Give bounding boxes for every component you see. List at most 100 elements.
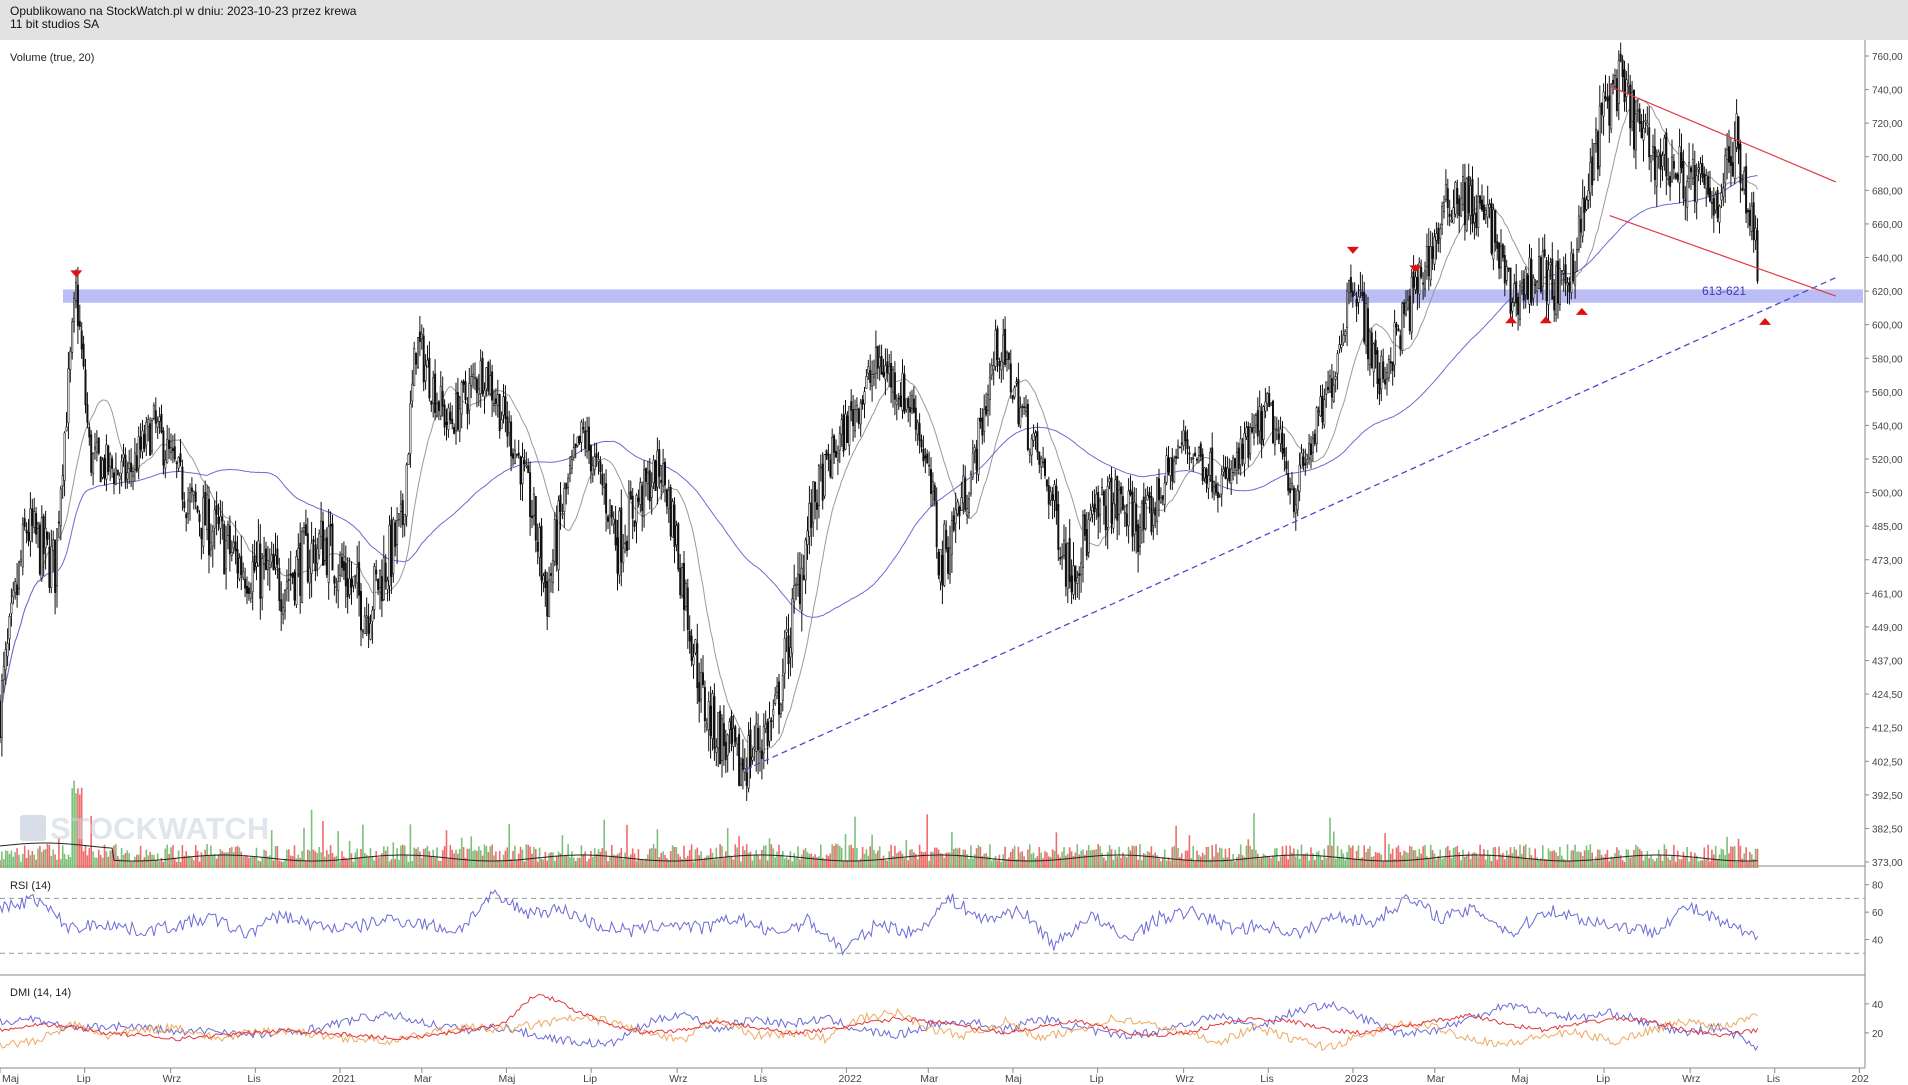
volume-bar — [141, 859, 144, 868]
volume-bar — [82, 851, 85, 868]
price-candle — [1078, 566, 1081, 600]
volume-bar — [738, 836, 740, 868]
candle-body — [1614, 75, 1617, 88]
candle-body — [910, 395, 913, 409]
candle-body — [1097, 492, 1100, 518]
volume-bar — [1277, 861, 1280, 868]
price-candle — [1144, 488, 1147, 531]
volume-bar — [221, 851, 224, 868]
time-tick-label: Lis — [754, 1073, 767, 1085]
volume-bar — [413, 847, 415, 868]
candle-body — [1384, 379, 1387, 385]
volume-bar — [1300, 844, 1303, 868]
candle-body — [1074, 565, 1077, 582]
price-candle — [1272, 399, 1275, 444]
price-candle — [88, 422, 91, 446]
volume-bar — [495, 851, 497, 868]
candle-body — [1289, 488, 1292, 494]
candle-body — [154, 410, 157, 424]
price-candle — [1171, 447, 1174, 491]
candle-body — [422, 335, 425, 383]
price-candle — [692, 643, 695, 679]
candle-body — [268, 564, 271, 568]
volume-bar — [1410, 846, 1413, 868]
candle-body — [662, 463, 665, 487]
candle-body — [456, 392, 459, 430]
price-candle — [926, 449, 929, 465]
volume-bar — [52, 849, 54, 868]
price-candle — [986, 384, 989, 427]
candle-body — [1697, 167, 1700, 170]
candle-body — [1703, 173, 1706, 185]
price-candle — [1473, 196, 1476, 240]
volume-bar — [166, 844, 168, 868]
volume-bar — [491, 844, 493, 868]
price-candle — [593, 442, 596, 476]
price-tick-label: 402,50 — [1872, 757, 1903, 768]
candle-body — [1338, 344, 1341, 350]
price-candle — [513, 439, 516, 465]
sma-slow-line — [0, 175, 1758, 738]
price-candle — [1450, 209, 1453, 223]
price-candle — [1397, 324, 1400, 332]
price-candle — [606, 514, 609, 529]
price-candle — [1327, 370, 1330, 394]
price-candle — [367, 603, 370, 649]
volume-bar — [322, 820, 324, 868]
price-candle — [1399, 329, 1402, 357]
price-candle — [578, 435, 581, 445]
candle-body — [928, 464, 931, 467]
price-candle — [128, 449, 131, 485]
price-candle — [1541, 237, 1544, 300]
candle-body — [196, 506, 199, 513]
candle-body — [1087, 519, 1090, 553]
price-candle — [971, 439, 974, 481]
candle-body — [1452, 207, 1455, 224]
volume-bar — [259, 861, 262, 868]
volume-bar — [126, 850, 129, 868]
price-candle — [1015, 377, 1018, 387]
volume-bar — [1029, 844, 1031, 868]
volume-bar — [820, 844, 822, 868]
candle-body — [187, 499, 190, 514]
candle-body — [75, 282, 78, 301]
volume-bar — [719, 844, 721, 868]
volume-bar — [1162, 857, 1164, 868]
volume-bar — [1310, 847, 1312, 868]
candle-body — [669, 487, 672, 537]
price-candle — [1146, 486, 1149, 501]
volume-bar — [16, 848, 18, 868]
price-candle — [19, 549, 22, 567]
volume-bar — [1526, 859, 1529, 868]
volume-bar — [595, 854, 598, 868]
price-candle — [219, 499, 222, 545]
candle-body — [340, 556, 343, 568]
price-candle — [635, 493, 638, 544]
volume-bar — [880, 858, 883, 868]
volume-bar — [865, 849, 868, 868]
candle-body — [460, 382, 463, 415]
price-candle — [451, 405, 454, 430]
price-candle — [124, 447, 127, 489]
volume-bar — [1219, 847, 1221, 868]
volume-bar — [487, 852, 490, 868]
volume-bar — [1112, 859, 1115, 868]
candle-body — [608, 499, 611, 517]
candle-body — [506, 416, 509, 437]
candle-body — [1076, 577, 1079, 584]
volume-bar — [1625, 849, 1628, 868]
price-candle — [1646, 106, 1649, 136]
price-candle — [1391, 361, 1394, 386]
volume-bar — [58, 838, 60, 868]
candle-body — [1158, 478, 1161, 501]
volume-bar — [1374, 851, 1377, 868]
volume-bar — [1507, 854, 1510, 868]
candle-body — [42, 515, 45, 555]
price-candle — [21, 517, 24, 576]
volume-bar — [747, 852, 750, 868]
candle-body — [122, 453, 125, 459]
candle-body — [251, 561, 254, 593]
candle-body — [1025, 406, 1028, 412]
volume-bar — [894, 845, 896, 868]
sell-marker-icon — [70, 270, 83, 278]
